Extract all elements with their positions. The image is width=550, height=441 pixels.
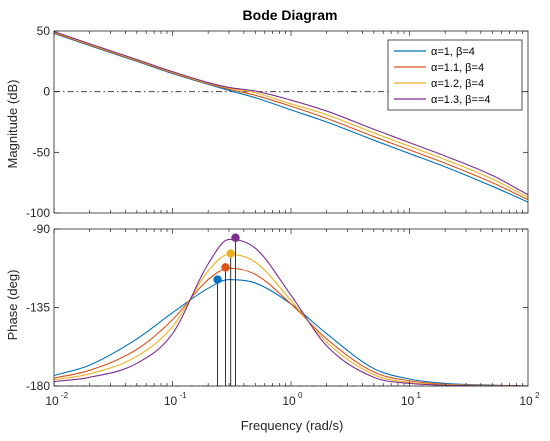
x-tick-label-4: 10 (401, 394, 415, 408)
x-tick-exponent-2: -1 (180, 391, 188, 400)
x-tick-label-1: 10 (45, 394, 59, 408)
phase-plot-area (54, 229, 528, 386)
x-tick-exponent-4: 1 (417, 391, 422, 400)
magnitude-series-2 (54, 32, 528, 201)
legend-label-4: α=1.3, β==4 (431, 94, 490, 106)
phase-y-tick-label-2: -135 (26, 301, 50, 315)
magnitude-y-tick-label-2: -50 (33, 145, 51, 159)
chart-title: Bode Diagram (243, 7, 338, 23)
x-tick-label-2: 10 (164, 394, 178, 408)
magnitude-y-tick-label-3: 0 (43, 85, 50, 99)
x-axis-label: Frequency (rad/s) (241, 418, 344, 433)
magnitude-series-4 (54, 31, 528, 196)
magnitude-series-3 (54, 31, 528, 198)
phase-peak-marker-2 (221, 263, 230, 272)
legend-box (387, 39, 523, 111)
legend: α=1, β=4 α=1.1, β=4 α=1.2, β=4 α=1.3, β==4 (387, 39, 523, 111)
phase-peak-marker-1 (213, 275, 222, 284)
x-tick-label-3: 10 (282, 394, 296, 408)
legend-label-1: α=1, β=4 (431, 46, 475, 58)
legend-label-3: α=1.2, β=4 (431, 78, 484, 90)
magnitude-y-tick-label-1: -100 (26, 206, 50, 220)
x-tick-exponent-3: 0 (298, 391, 303, 400)
x-tick-label-5: 10 (519, 394, 533, 408)
phase-series-3 (54, 253, 528, 386)
phase-peak-marker-4 (231, 233, 240, 242)
x-tick-exponent-1: -2 (61, 391, 69, 400)
phase-peak-marker-3 (226, 249, 235, 258)
phase-y-tick-label-1: -180 (26, 379, 50, 393)
magnitude-y-axis-label: Magnitude (dB) (5, 80, 20, 169)
magnitude-y-tick-label-4: 50 (37, 24, 51, 38)
magnitude-series-1 (54, 32, 528, 203)
phase-y-tick-label-3: -90 (33, 222, 51, 236)
phase-series-1 (54, 279, 528, 386)
legend-label-2: α=1.1, β=4 (431, 62, 484, 74)
x-tick-exponent-5: 2 (535, 391, 540, 400)
phase-series-4 (54, 238, 528, 386)
phase-y-axis-label: Phase (deg) (5, 270, 20, 341)
